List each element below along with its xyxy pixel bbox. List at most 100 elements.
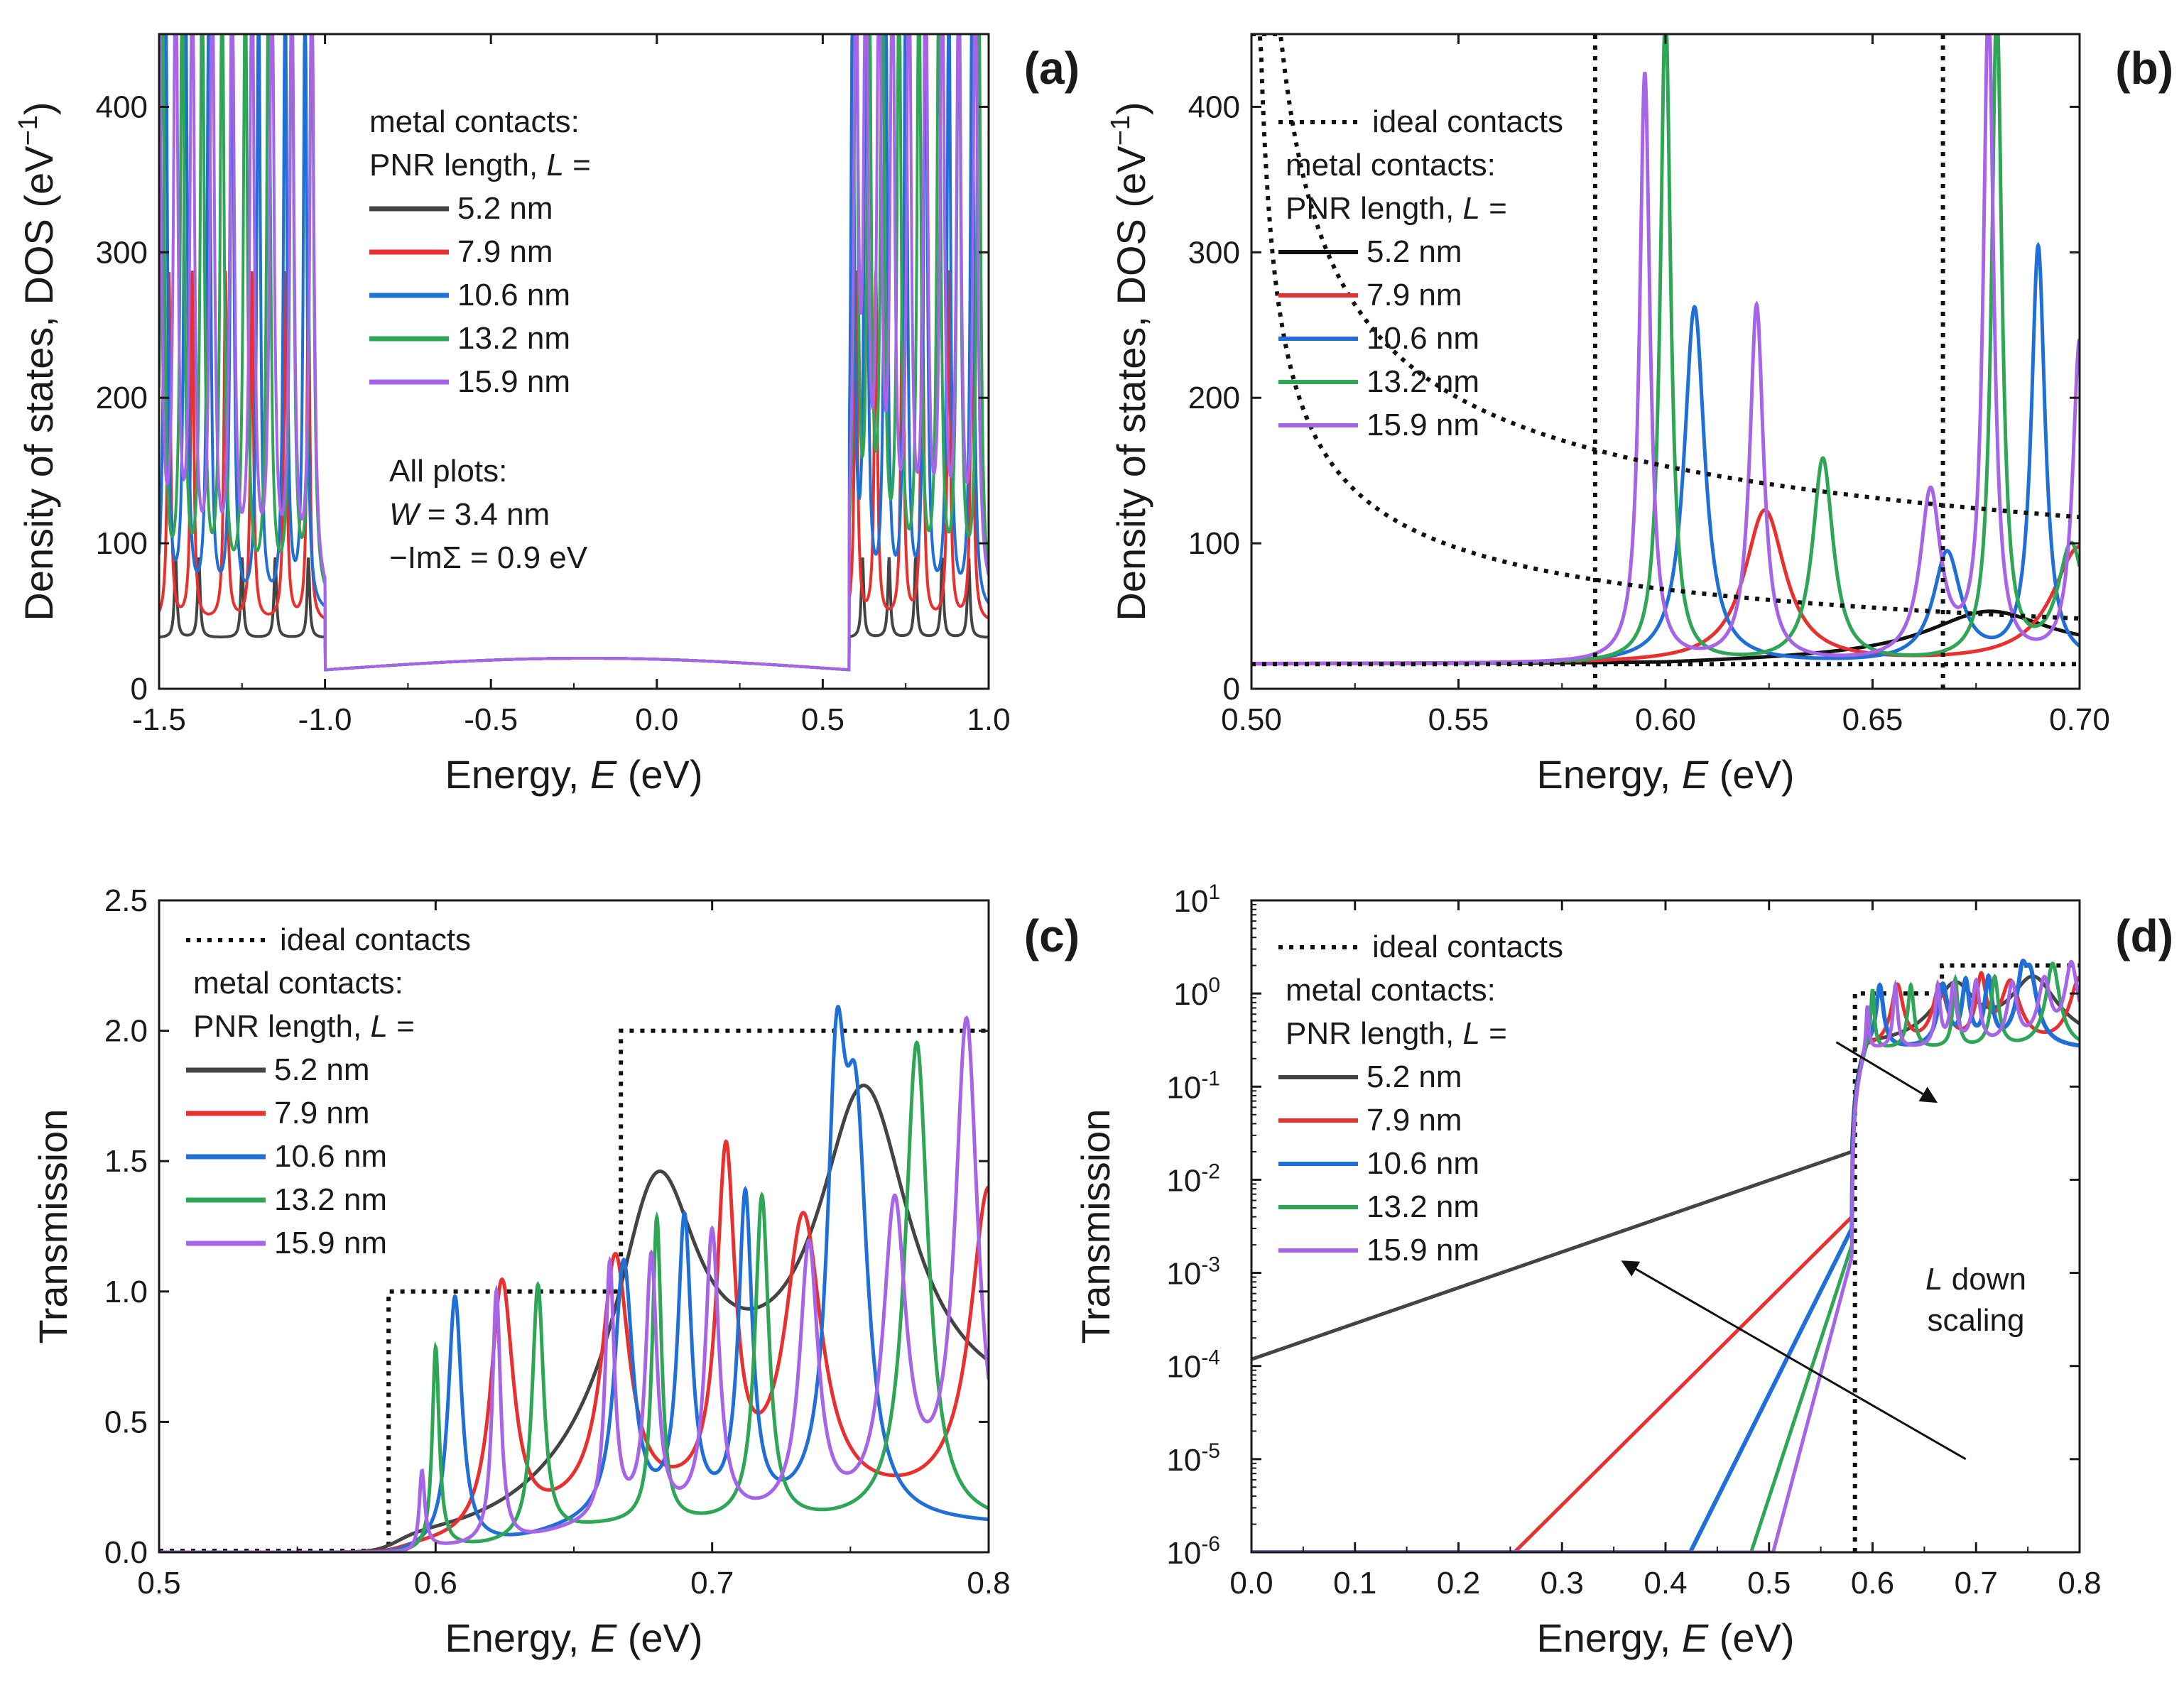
- y-axis-label-text: Transmission: [31, 1109, 75, 1344]
- y-tick-label: 100: [1188, 526, 1240, 561]
- y-tick-exp: -1: [1201, 1067, 1220, 1090]
- y-tick-label: 300: [1188, 235, 1240, 270]
- annotation-rest: down: [1943, 1262, 2026, 1297]
- y-axis-label: Transmission: [1073, 1109, 1118, 1344]
- y-tick-exp: -2: [1201, 1160, 1220, 1183]
- legend-item-label: 7.9 nm: [1367, 278, 1462, 312]
- x-tick-label: 0.70: [2049, 702, 2110, 737]
- panel-a: -1.5 -1.0 -0.5 0.0 0.5 1.0 0 100 200 300 400 Energy…: [13, 33, 1080, 797]
- x-tick-label: -1.0: [298, 702, 352, 737]
- legend-item-label: 7.9 nm: [274, 1096, 370, 1130]
- x-axis-label: Energy, E (eV): [445, 752, 702, 797]
- y-tick-exp: -6: [1201, 1532, 1220, 1556]
- y-tick-label: 10-6: [1166, 1532, 1220, 1571]
- y-tick-exp: -4: [1201, 1346, 1220, 1370]
- series-line-10.6nm: [159, 1005, 989, 1552]
- y-tick-label: 10-2: [1166, 1160, 1220, 1198]
- legend-header-var: L: [546, 148, 563, 182]
- y-tick-label: 10-4: [1166, 1346, 1220, 1385]
- x-tick-label: 0.65: [1842, 702, 1903, 737]
- legend-item-label: 15.9 nm: [1367, 408, 1479, 442]
- x-axis-label-unit: (eV): [616, 752, 702, 797]
- x-tick-label: 0.5: [801, 702, 844, 737]
- x-axis-label-unit: (eV): [1708, 1615, 1794, 1660]
- note-line: W = 3.4 nm: [389, 497, 550, 532]
- legend-item-label: 15.9 nm: [274, 1226, 387, 1260]
- legend-item-label: 10.6 nm: [1367, 1146, 1479, 1181]
- y-axis-label-sup: −1: [13, 115, 43, 146]
- x-tick-label: 0.0: [635, 702, 678, 737]
- legend-header: metal contacts:: [193, 966, 403, 1001]
- legend-ideal-label: ideal contacts: [280, 922, 471, 957]
- y-axis-label-text: Density of states, DOS (eV: [1109, 146, 1153, 621]
- y-axis-label: Density of states, DOS (eV−1): [13, 102, 61, 621]
- legend-item-label: 5.2 nm: [274, 1052, 370, 1087]
- x-tick-label: 0.60: [1635, 702, 1696, 737]
- panel-label: (b): [2115, 43, 2173, 94]
- legend-item-label: 13.2 nm: [1367, 1189, 1479, 1224]
- y-tick-exp: -3: [1201, 1253, 1220, 1277]
- legend-item-label: 13.2 nm: [274, 1182, 387, 1217]
- legend-header-pre: PNR length,: [1286, 1016, 1462, 1051]
- annotation-arrow: [1621, 1260, 1967, 1461]
- x-tick-label: 1.0: [967, 702, 1010, 737]
- x-axis-label-unit: (eV): [616, 1615, 702, 1660]
- x-tick-label: 0.3: [1541, 1566, 1584, 1601]
- note-rest: = 3.4 nm: [419, 497, 550, 532]
- y-tick-exp: -5: [1201, 1439, 1220, 1463]
- legend-header: PNR length, L =: [369, 148, 591, 182]
- annotation-text: scaling: [1928, 1303, 2025, 1338]
- y-tick-label: 1.0: [104, 1275, 148, 1309]
- y-tick-label: 2.0: [104, 1014, 148, 1049]
- x-axis-label-var: E: [590, 752, 617, 797]
- y-tick-label: 0.0: [104, 1535, 148, 1570]
- y-tick-exp: 1: [1208, 881, 1220, 904]
- note-var: W: [389, 497, 421, 532]
- panel-b: 0.50 0.55 0.60 0.65 0.70 0 100 200 300 400 Energy,…: [1106, 33, 2173, 797]
- y-tick-base: 10: [1166, 1163, 1201, 1198]
- y-tick-label: 101: [1173, 881, 1220, 919]
- y-tick-label: 0: [1223, 672, 1240, 707]
- y-tick-label: 200: [1188, 381, 1240, 415]
- x-tick-label: 0.6: [414, 1566, 457, 1601]
- x-tick-label: -0.5: [464, 702, 518, 737]
- y-axis-label: Density of states, DOS (eV−1): [1106, 102, 1153, 621]
- y-axis-label-sup: −1: [1106, 115, 1136, 146]
- panel-label: (a): [1024, 43, 1080, 94]
- legend-item-label: 5.2 nm: [1367, 234, 1462, 269]
- x-tick-label: 0.55: [1428, 702, 1489, 737]
- legend-header-var: L: [370, 1009, 387, 1044]
- plot-area: [159, 34, 989, 672]
- x-tick-label: 0.2: [1437, 1566, 1480, 1601]
- x-axis-label-unit: (eV): [1708, 752, 1794, 797]
- y-axis-label-text: Transmission: [1073, 1109, 1118, 1344]
- note-line: All plots:: [389, 454, 507, 489]
- x-axis-label-var: E: [590, 1615, 617, 1660]
- x-axis-label-pre: Energy,: [445, 1615, 590, 1660]
- legend-header: PNR length, L =: [1286, 1016, 1507, 1051]
- series-line-7.9nm: [159, 1139, 989, 1552]
- legend-item-label: 7.9 nm: [457, 234, 553, 269]
- y-tick-exp: 0: [1208, 974, 1220, 997]
- y-tick-base: 10: [1166, 1070, 1201, 1105]
- y-axis-label-text: Density of states, DOS (eV: [16, 146, 61, 621]
- y-tick-label: 400: [96, 89, 148, 124]
- series-line-15.9nm: [1251, 959, 2080, 1552]
- legend-header: metal contacts:: [1286, 973, 1496, 1008]
- x-axis-label: Energy, E (eV): [445, 1615, 702, 1660]
- y-axis-label-close: ): [1109, 102, 1153, 115]
- y-tick-label: 100: [1173, 974, 1220, 1012]
- series-line-13.2nm: [1251, 961, 2080, 1552]
- panel-d: 0.0 0.1 0.2 0.3 0.4 0.5 0.6 0.7 0.810-610-510-41…: [1073, 881, 2173, 1660]
- x-tick-label: 0.7: [1955, 1566, 1998, 1601]
- x-tick-label: 0.1: [1333, 1566, 1376, 1601]
- x-axis-label-var: E: [1682, 1615, 1709, 1660]
- series-line-10.6nm: [1251, 959, 2080, 1552]
- plot-area: [1251, 34, 2080, 689]
- y-tick-label: 200: [96, 381, 148, 415]
- legend-header-post: =: [564, 148, 591, 182]
- y-tick-label: 2.5: [104, 883, 148, 918]
- legend-header-var: L: [1462, 191, 1479, 226]
